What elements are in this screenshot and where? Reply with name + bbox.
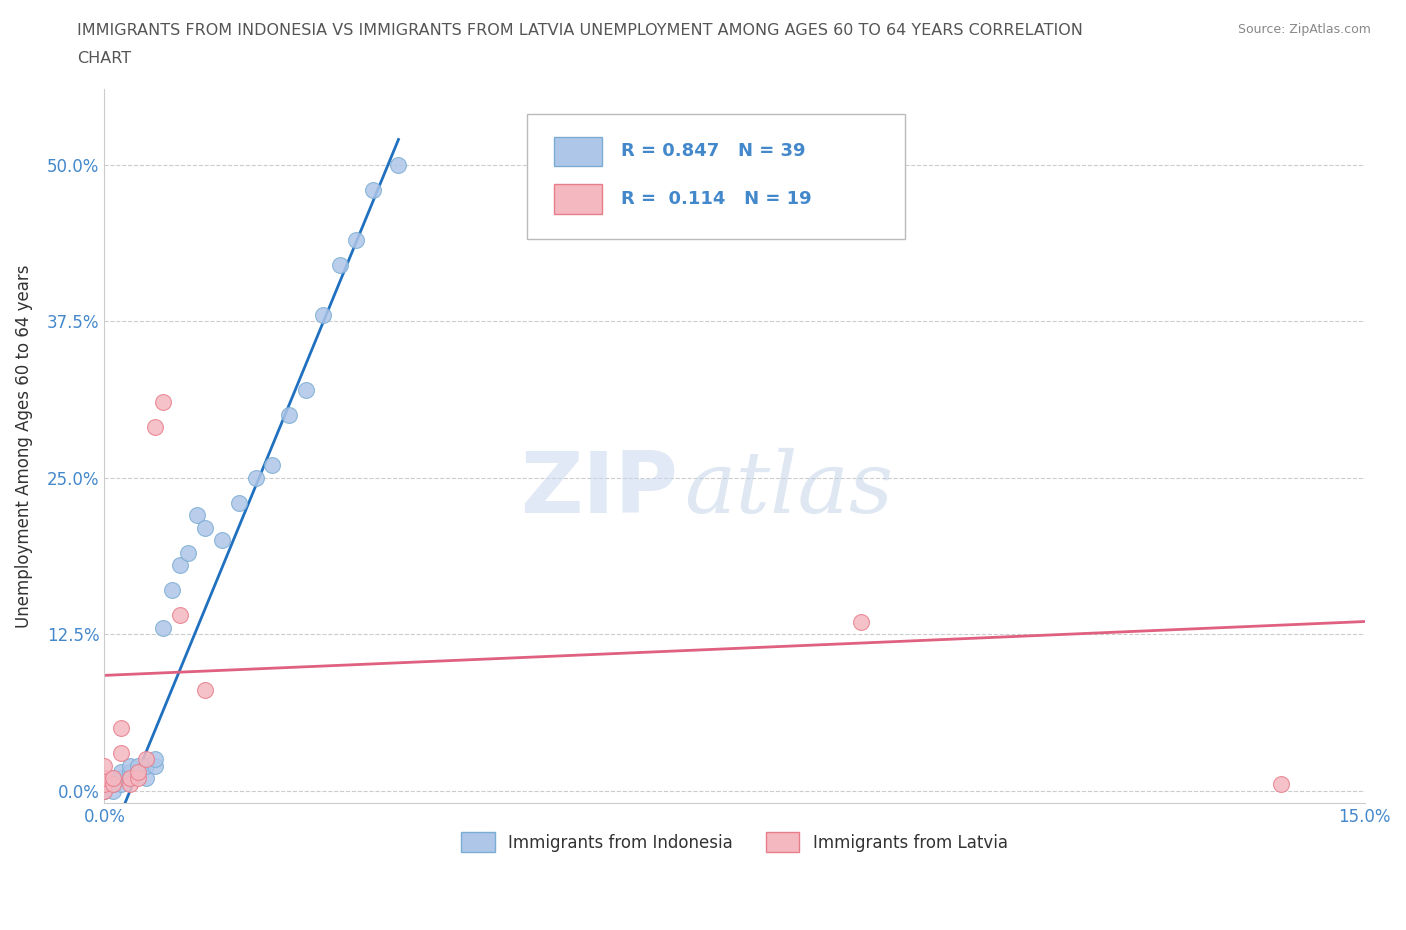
Point — [169, 558, 191, 573]
Point — [135, 758, 157, 773]
Point — [177, 545, 200, 560]
Point — [245, 470, 267, 485]
Point — [93, 777, 115, 791]
Point — [329, 258, 352, 272]
Point — [262, 458, 284, 472]
Point — [93, 771, 115, 786]
Point — [93, 771, 115, 786]
Point — [93, 777, 115, 791]
Point — [849, 614, 872, 629]
Point — [361, 182, 384, 197]
Point — [194, 520, 217, 535]
Point — [101, 771, 124, 786]
Point — [93, 783, 115, 798]
Point — [152, 395, 174, 410]
Point — [118, 764, 141, 779]
Point — [152, 620, 174, 635]
Text: Source: ZipAtlas.com: Source: ZipAtlas.com — [1237, 23, 1371, 36]
Point — [118, 771, 141, 786]
Point — [135, 751, 157, 766]
Point — [93, 783, 115, 798]
Point — [93, 777, 115, 791]
Bar — [554, 184, 602, 214]
Point — [143, 758, 166, 773]
Point — [110, 721, 132, 736]
FancyBboxPatch shape — [527, 114, 904, 239]
Point — [169, 608, 191, 623]
Point — [387, 157, 409, 172]
Text: CHART: CHART — [77, 51, 131, 66]
Point — [211, 533, 233, 548]
Point — [1270, 777, 1292, 791]
Text: IMMIGRANTS FROM INDONESIA VS IMMIGRANTS FROM LATVIA UNEMPLOYMENT AMONG AGES 60 T: IMMIGRANTS FROM INDONESIA VS IMMIGRANTS … — [77, 23, 1083, 38]
Point — [127, 764, 149, 779]
Point — [278, 407, 301, 422]
Point — [101, 777, 124, 791]
Point — [118, 771, 141, 786]
Point — [186, 508, 208, 523]
Point — [143, 420, 166, 435]
Point — [118, 758, 141, 773]
Text: R = 0.847   N = 39: R = 0.847 N = 39 — [621, 142, 806, 161]
Point — [127, 764, 149, 779]
Legend: Immigrants from Indonesia, Immigrants from Latvia: Immigrants from Indonesia, Immigrants fr… — [454, 825, 1015, 859]
Point — [110, 777, 132, 791]
Point — [93, 758, 115, 773]
Point — [127, 771, 149, 786]
Point — [93, 783, 115, 798]
Point — [110, 771, 132, 786]
Text: R =  0.114   N = 19: R = 0.114 N = 19 — [621, 191, 811, 208]
Point — [118, 771, 141, 786]
Point — [143, 751, 166, 766]
Point — [160, 583, 183, 598]
Point — [127, 758, 149, 773]
Point — [312, 307, 335, 322]
Point — [295, 382, 318, 397]
Point — [101, 777, 124, 791]
Point — [228, 495, 250, 510]
Point — [101, 783, 124, 798]
Point — [135, 771, 157, 786]
Point — [110, 764, 132, 779]
Point — [110, 746, 132, 761]
Y-axis label: Unemployment Among Ages 60 to 64 years: Unemployment Among Ages 60 to 64 years — [15, 264, 32, 628]
Point — [194, 683, 217, 698]
Bar — [554, 137, 602, 166]
Text: atlas: atlas — [685, 447, 893, 530]
Point — [101, 771, 124, 786]
Point — [346, 232, 368, 247]
Point — [93, 777, 115, 791]
Point — [118, 777, 141, 791]
Text: ZIP: ZIP — [520, 447, 678, 530]
